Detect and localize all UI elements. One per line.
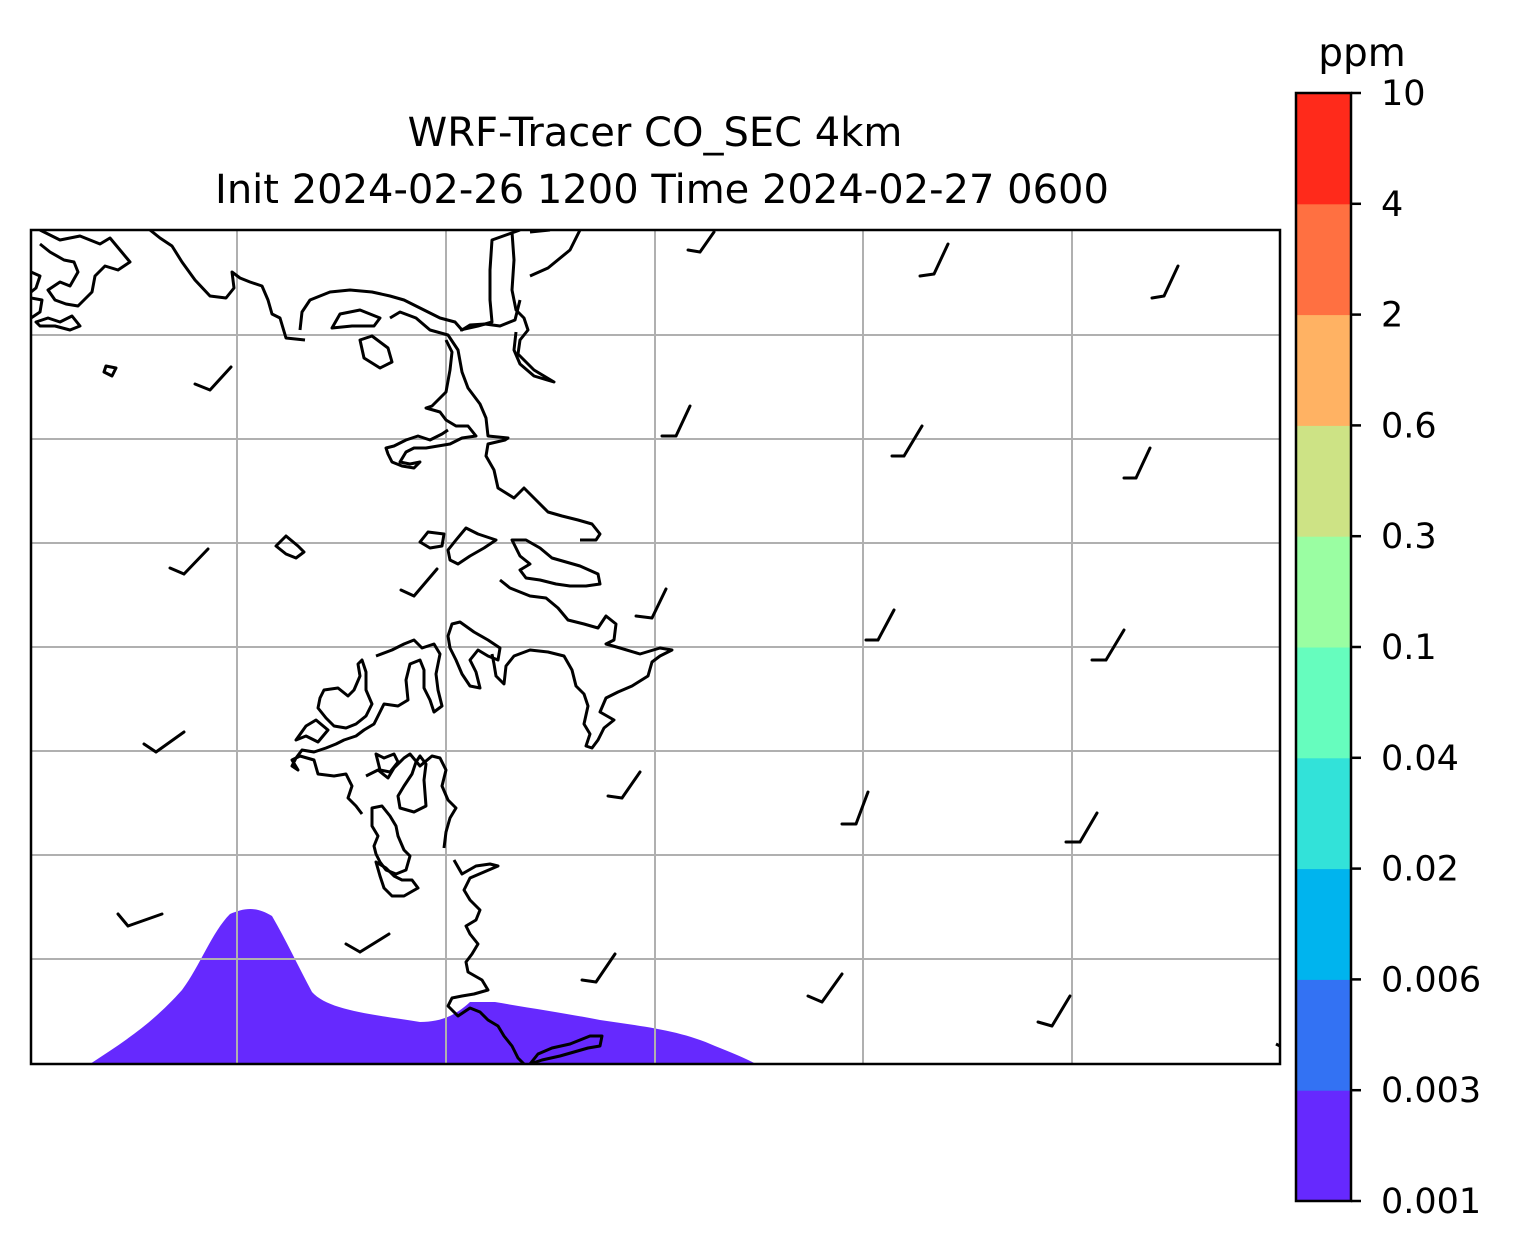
concentration-fill [90,909,756,1064]
map-panel [29,228,1282,1066]
colorbar-tick-label: 0.04 [1381,739,1459,779]
coastlines [31,230,1280,1064]
colorbar-segment [1296,425,1351,537]
colorbar-tick-label: 4 [1381,185,1403,225]
colorbar-tick-label: 0.006 [1381,960,1481,1000]
colorbar-tick-label: 0.3 [1381,517,1437,557]
colorbar-tick-label: 0.003 [1381,1071,1481,1111]
colorbar-segments [1296,93,1351,1202]
colorbar: ppm 0.001 0.003 0.006 0.02 0.04 0.1 0.3 0.6 2 4 10 [1294,31,1481,1222]
colorbar-tick-label: 0.6 [1381,406,1437,446]
gridlines [31,230,1280,1064]
title-line-1: WRF-Tracer CO_SEC 4km [408,110,903,156]
map-frame [29,228,1282,1066]
colorbar-segment [1296,203,1351,316]
colorbar-tick-label: 0.001 [1381,1182,1481,1222]
colorbar-segment [1296,1090,1351,1202]
colorbar-segment [1296,93,1351,205]
wind-barbs [116,230,1180,1028]
colorbar-ticks: 0.001 0.003 0.006 0.02 0.04 0.1 0.3 0.6 2 4 10 [1351,74,1481,1222]
colorbar-segment [1296,979,1351,1091]
title-line-2: Init 2024-02-26 1200 Time 2024-02-27 060… [215,167,1109,213]
colorbar-tick-label: 10 [1381,74,1426,114]
colorbar-tick-label: 0.02 [1381,850,1459,890]
colorbar-segment [1296,647,1351,759]
colorbar-segment [1296,868,1351,980]
colorbar-tick-label: 0.1 [1381,628,1437,668]
colorbar-unit: ppm [1318,31,1406,76]
colorbar-segment [1296,314,1351,426]
colorbar-tick-label: 2 [1381,296,1403,336]
colorbar-segment [1296,536,1351,648]
colorbar-segment [1296,757,1351,870]
